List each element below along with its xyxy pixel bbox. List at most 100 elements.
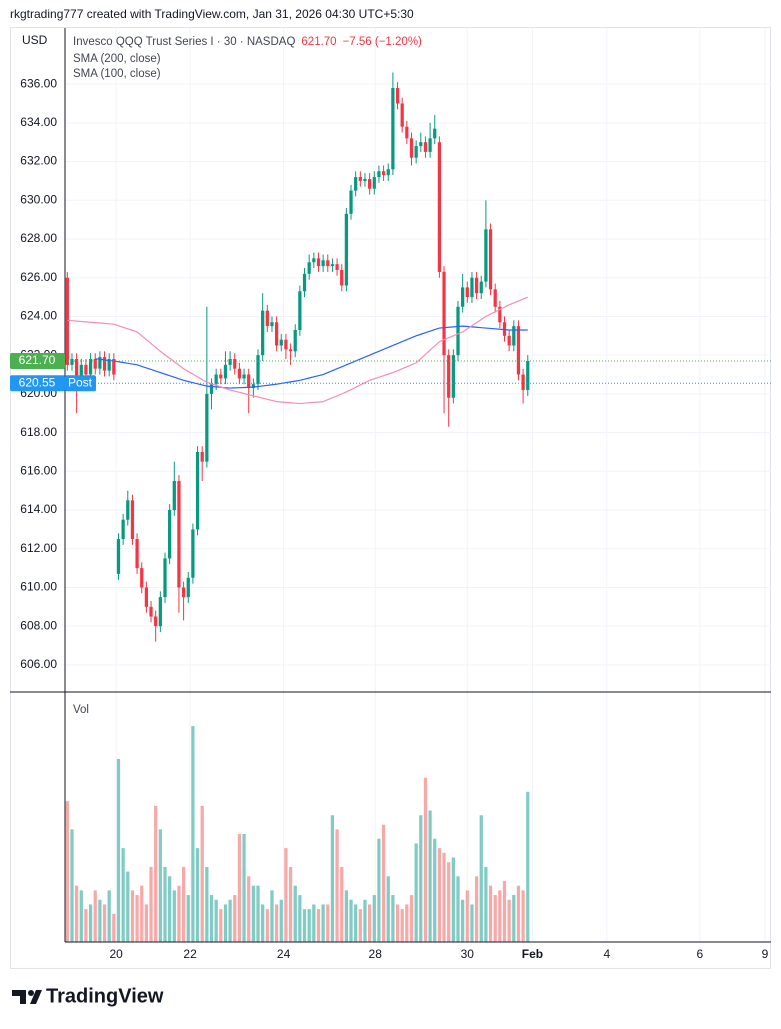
price-tag [65,375,96,392]
volume-bar [391,895,395,942]
y-tick-label: 618.00 [20,425,57,439]
candle-body [400,103,404,127]
candle-body [442,271,446,356]
candle-body [242,374,246,379]
candle-body [428,138,432,152]
volume-bar [205,866,209,942]
volume-bar [423,777,428,942]
x-tick-label: 20 [109,947,123,961]
volume-bar [242,834,246,942]
candle-body [437,142,442,272]
volume-bar [521,890,525,942]
volume-bar [433,838,437,942]
candle-body [521,374,525,391]
candle-body [419,142,423,147]
volume-bar [484,866,488,942]
sma-legend: SMA (100, close) [73,68,161,80]
candle-body [368,178,372,189]
candle-body [116,539,121,574]
candle-body [461,287,465,307]
volume-bar [261,904,265,942]
candle-body [149,606,153,617]
volume-bar [377,838,381,942]
candle-body [274,322,279,346]
volume-bar [437,848,442,942]
candle-body [191,529,195,578]
candle-body [195,451,200,530]
candle-body [163,558,167,598]
volume-bar [516,885,521,942]
volume-bar [354,904,358,942]
candle-body [312,258,316,263]
candle-body [326,260,330,267]
volume-bar [526,791,530,942]
candle-body [219,374,223,379]
volume-bar [274,904,279,942]
candle-body [358,177,362,181]
volume-bar [447,862,451,942]
candle-body [168,510,172,559]
volume-bar [349,899,353,942]
volume-bar [400,909,404,942]
volume-bar [172,890,176,942]
candle-body [135,539,139,569]
x-tick-label: 9 [762,947,769,961]
candle-body [493,289,497,307]
candle-body [251,384,255,389]
volume-bar [65,801,69,942]
candle-body [237,368,242,379]
x-tick-label: 24 [277,947,291,961]
candle-body [302,273,307,292]
candle-body [488,229,493,290]
candle-body [344,213,349,286]
volume-bar [144,904,149,942]
volume-bar [451,857,455,942]
candle-body [377,171,381,178]
candle-body [405,126,409,139]
candle-body [154,616,158,627]
volume-bar [209,895,214,942]
candle-body [335,264,339,270]
volume-bar [135,895,139,942]
volume-bar [507,899,511,942]
candle-body [107,359,111,371]
volume-bar [121,848,125,942]
volume-bar [233,895,237,942]
volume-bar [409,895,414,942]
candle-body [186,577,190,598]
volume-bar [335,829,339,942]
volume-bar [512,895,516,942]
y-tick-label: 634.00 [20,115,57,129]
price-tag [10,352,65,369]
volume-bar [256,885,260,942]
candle-body [209,384,214,394]
candle-body [349,190,353,214]
volume-bar [270,890,274,942]
price-tag [10,375,65,392]
candle-body [233,359,237,369]
volume-bar [126,871,130,942]
volume-bar [140,885,144,942]
volume-bar [237,834,242,942]
candle-body [498,306,502,323]
candle-body [479,281,483,294]
price-tag-label: 621.70 [19,353,56,367]
volume-bar [219,909,223,942]
candle-body [205,393,209,462]
x-tick-label: 30 [461,947,475,961]
candle-body [386,169,390,176]
candle-body [270,322,274,327]
candle-body [279,339,283,346]
volume-bar [88,904,93,942]
y-tick-label: 636.00 [20,76,57,90]
volume-bar [107,890,111,942]
volume-bar [284,848,288,942]
candle-body [451,355,455,398]
candle-body [423,142,428,152]
candle-body [321,260,325,267]
candle-body [88,359,93,375]
volume-bar [363,899,367,942]
candle-body [223,364,228,379]
